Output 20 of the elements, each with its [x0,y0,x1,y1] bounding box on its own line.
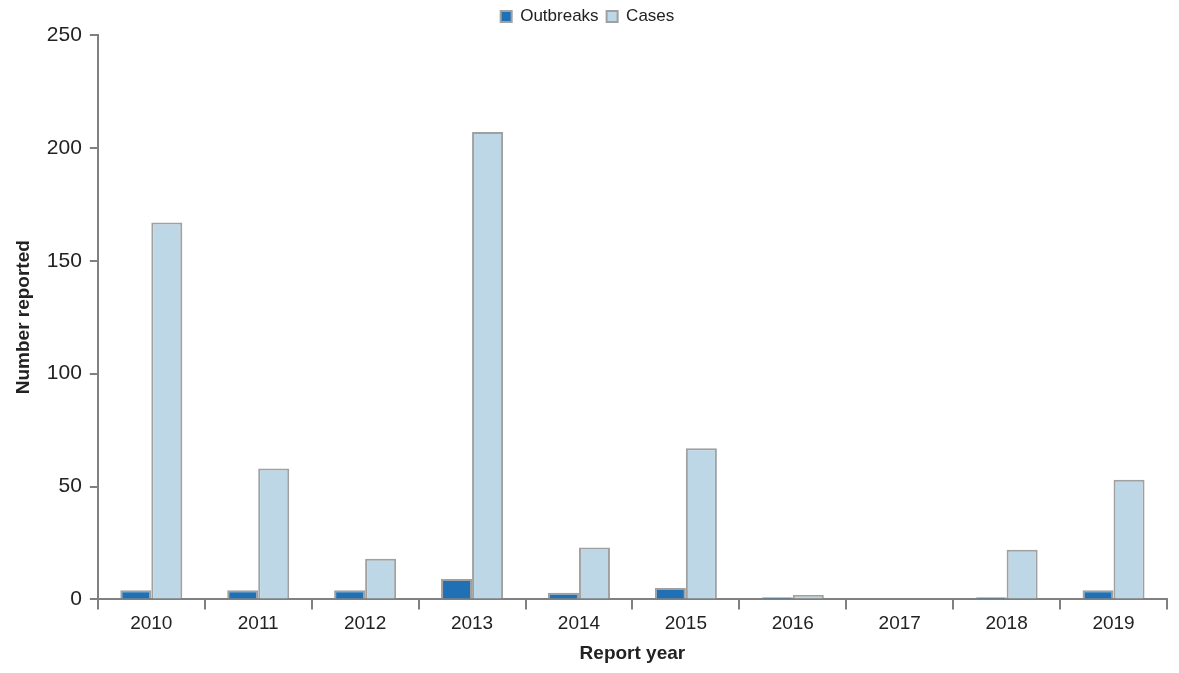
x-tick-label: 2012 [343,612,387,634]
x-tick-label: 2011 [237,612,279,634]
x-axis-title: Report year [579,641,686,663]
x-tick-label: 2018 [985,612,1028,634]
y-tick-label: 150 [46,247,82,271]
y-tick-label: 100 [46,360,82,384]
x-tick-label: 2015 [664,612,708,634]
legend-label: Outbreaks [520,6,599,26]
x-tick-label: 2010 [130,612,173,634]
y-tick-label: 0 [70,586,82,610]
x-tick-label: 2016 [771,612,814,634]
x-tick-label: 2017 [878,612,921,634]
y-tick-label: 200 [46,134,82,158]
x-tick-label: 2014 [557,612,601,634]
legend-label: Cases [626,6,675,26]
x-tick-label: 2019 [1092,612,1135,634]
y-axis-title: Number reported [11,240,33,395]
x-tick-label: 2013 [450,612,494,634]
y-tick-label: 50 [58,473,82,497]
y-tick-label: 250 [46,21,82,45]
